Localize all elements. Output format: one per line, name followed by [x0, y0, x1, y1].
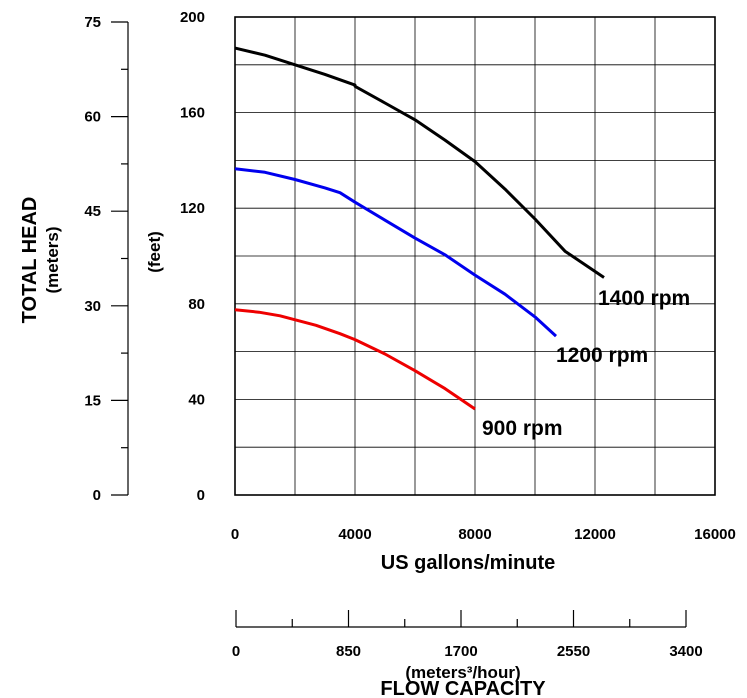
meters-axis-label-line2: (meters) — [43, 226, 62, 293]
feet-axis-ticks: 0 40 80 120 160 200 — [180, 9, 205, 504]
grid — [235, 17, 715, 495]
meters-tick-label: 30 — [84, 298, 101, 315]
gpm-tick-label: 12000 — [574, 526, 616, 543]
m3h-axis-label: (meters³/hour) — [405, 663, 520, 682]
x-axis-label: US gallons/minute — [381, 552, 555, 574]
meters-tick-label: 45 — [84, 203, 101, 220]
gpm-axis-ticks: 0 4000 8000 12000 16000 — [231, 526, 736, 543]
series-line-900-rpm — [234, 308, 476, 411]
meters-tick-label: 0 — [93, 487, 101, 504]
meters-axis-label-line1: TOTAL HEAD — [19, 197, 41, 324]
series-line-1400-rpm — [234, 46, 605, 279]
y-axis-label-feet: (feet) — [145, 231, 164, 273]
feet-tick-label: 160 — [180, 105, 205, 122]
gpm-tick-label: 4000 — [338, 526, 371, 543]
m3h-tick-label: 3400 — [669, 643, 702, 660]
feet-tick-label: 0 — [197, 487, 205, 504]
feet-tick-label: 40 — [188, 391, 205, 408]
series-label-1200-rpm: 1200 rpm — [556, 344, 648, 367]
series-label-900-rpm: 900 rpm — [482, 417, 563, 440]
m3h-tick-label: 0 — [232, 643, 240, 660]
plot-frame — [234, 16, 716, 496]
series-label-1400-rpm: 1400 rpm — [598, 287, 690, 310]
gpm-tick-label: 0 — [231, 526, 239, 543]
flow-capacity-label: FLOW CAPACITY — [380, 678, 546, 698]
feet-tick-label: 80 — [188, 296, 205, 313]
meters-axis-ticks: 0 15 30 45 60 75 — [84, 14, 128, 504]
gpm-tick-label: 16000 — [694, 526, 736, 543]
series-line-1200-rpm — [234, 167, 558, 338]
m3h-tick-label: 1700 — [444, 643, 477, 660]
m3h-tick-label: 2550 — [557, 643, 590, 660]
feet-tick-label: 200 — [180, 9, 205, 26]
series-layer — [234, 46, 605, 411]
meters-tick-label: 60 — [84, 109, 101, 126]
feet-tick-label: 120 — [180, 200, 205, 217]
m3h-tick-label: 850 — [336, 643, 361, 660]
meters-tick-label: 15 — [84, 392, 101, 409]
meters-tick-label: 75 — [84, 14, 101, 31]
gpm-tick-label: 8000 — [458, 526, 491, 543]
label-layer: 1400 rpm 1200 rpm 900 rpm — [482, 287, 690, 440]
m3h-axis-ticks: 0 850 1700 2550 3400 — [232, 610, 703, 660]
